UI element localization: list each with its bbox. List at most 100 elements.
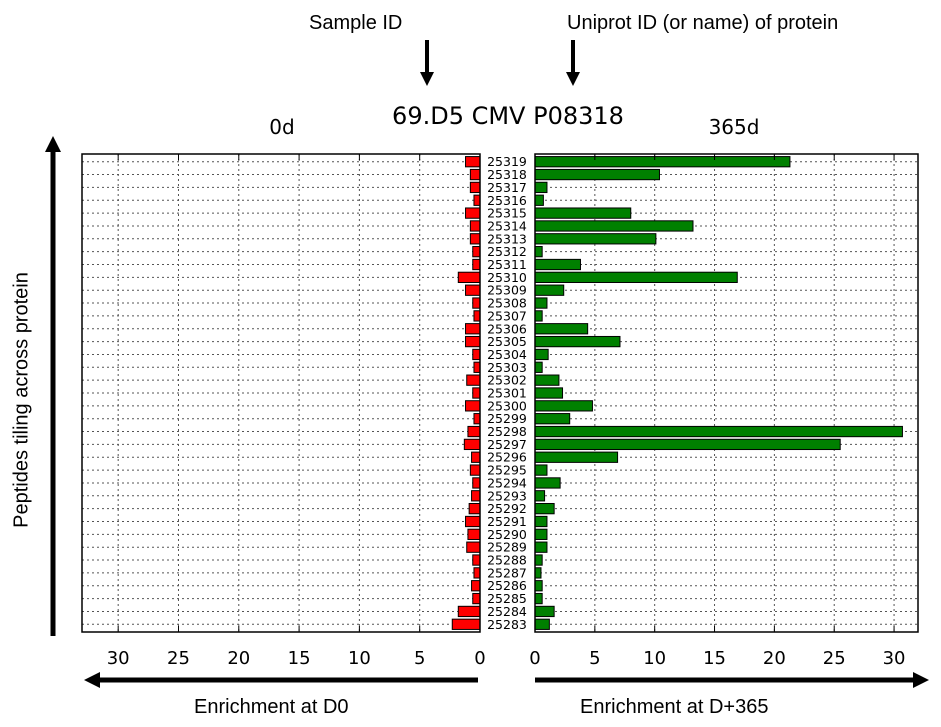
peptide-label: 25309 — [487, 283, 527, 298]
right-bar — [534, 605, 555, 618]
left-bar — [467, 528, 481, 540]
right-bar — [534, 361, 543, 373]
left-xtick-label: 0 — [474, 648, 485, 669]
category-labels: 2531925318253172531625315253142531325312… — [487, 154, 527, 632]
left-bar — [469, 168, 481, 181]
left-bar — [473, 194, 481, 206]
peptide-label: 25292 — [487, 501, 527, 516]
right-bar — [534, 580, 543, 592]
right-bar — [534, 258, 581, 271]
left-bar — [466, 541, 481, 553]
left-bar — [465, 335, 481, 348]
left-bar — [463, 438, 481, 451]
left-bar — [473, 361, 481, 373]
peptide-label: 25293 — [487, 488, 527, 503]
left-bar — [472, 592, 481, 605]
left-panel-title: 0d — [269, 115, 294, 139]
peptide-label: 25284 — [487, 604, 527, 619]
left-bar — [472, 387, 481, 399]
right-bar — [534, 477, 561, 489]
left-bar — [465, 400, 481, 412]
uniprot-id-arrowhead — [566, 72, 580, 86]
peptide-label: 25311 — [487, 257, 527, 272]
left-bar — [457, 271, 481, 283]
left-bar — [465, 284, 481, 296]
right-bar — [534, 425, 903, 438]
right-xtick-label: 15 — [703, 648, 726, 669]
chart-title: 69.D5 CMV P08318 — [392, 102, 624, 130]
right-bar — [534, 490, 546, 502]
left-bar — [469, 220, 481, 232]
right-bar — [534, 310, 543, 322]
right-bar — [534, 297, 548, 309]
peptide-label: 25289 — [487, 540, 527, 555]
right-bar — [534, 156, 791, 168]
left-bar — [465, 515, 481, 528]
right-bar — [534, 335, 621, 348]
right-bar — [534, 451, 619, 463]
left-bar — [472, 258, 481, 271]
right-panel-title: 365d — [709, 115, 760, 139]
peptide-label: 25315 — [487, 206, 527, 221]
peptide-label: 25304 — [487, 347, 527, 362]
right-bar — [534, 541, 548, 553]
y-axis-arrowhead — [45, 136, 61, 152]
left-bar — [472, 477, 481, 489]
peptide-label: 25301 — [487, 386, 527, 401]
x-right-arrowhead — [913, 672, 929, 688]
left-bar — [466, 374, 481, 386]
right-xtick-label: 10 — [643, 648, 666, 669]
peptide-label: 25308 — [487, 296, 527, 311]
peptide-label: 25302 — [487, 373, 527, 388]
peptide-label: 25296 — [487, 450, 527, 465]
right-bar — [534, 284, 565, 296]
x-left-arrowhead — [84, 672, 100, 688]
right-bar — [534, 246, 543, 258]
left-bar — [471, 490, 481, 502]
peptide-label: 25285 — [487, 591, 527, 606]
sample-id-annotation: Sample ID — [309, 12, 403, 34]
right-bar — [534, 618, 550, 630]
left-bar — [471, 451, 481, 463]
right-bar — [534, 567, 542, 579]
x-right-axis-label: Enrichment at D+365 — [580, 696, 769, 718]
left-bar — [472, 554, 481, 566]
x-left-axis-label: Enrichment at D0 — [194, 696, 349, 718]
peptide-label: 25305 — [487, 334, 527, 349]
right-bar — [534, 374, 560, 386]
right-bar — [534, 387, 564, 399]
left-xtick-label: 10 — [348, 648, 371, 669]
right-bar — [534, 220, 694, 232]
peptide-label: 25300 — [487, 398, 527, 413]
peptide-label: 25314 — [487, 218, 527, 233]
left-bar — [451, 618, 481, 630]
left-bar — [473, 413, 481, 425]
left-panel: 30 25 20 15 10 5 0 — [81, 153, 486, 669]
peptide-label: 25317 — [487, 180, 527, 195]
right-bar — [534, 207, 632, 219]
uniprot-id-annotation: Uniprot ID (or name) of protein — [567, 12, 839, 34]
peptide-label: 25307 — [487, 308, 527, 323]
peptide-label: 25298 — [487, 424, 527, 439]
right-bar — [534, 503, 555, 515]
right-xtick-label: 30 — [883, 648, 906, 669]
peptide-label: 25297 — [487, 437, 527, 452]
peptide-label: 25295 — [487, 463, 527, 478]
left-bar — [465, 323, 481, 335]
left-bar — [457, 605, 481, 618]
left-xtick-label: 25 — [167, 648, 190, 669]
left-bar — [471, 580, 481, 592]
right-xtick-label: 0 — [529, 648, 540, 669]
left-bar — [469, 233, 481, 245]
left-bar — [467, 425, 481, 438]
peptide-label: 25288 — [487, 553, 527, 568]
peptide-label: 25318 — [487, 167, 527, 182]
peptide-label: 25306 — [487, 321, 527, 336]
peptide-label: 25287 — [487, 565, 527, 580]
left-bar — [473, 310, 481, 322]
right-bar — [534, 413, 571, 425]
right-bar — [534, 181, 548, 194]
peptide-label: 25313 — [487, 231, 527, 246]
right-xtick-label: 20 — [763, 648, 786, 669]
